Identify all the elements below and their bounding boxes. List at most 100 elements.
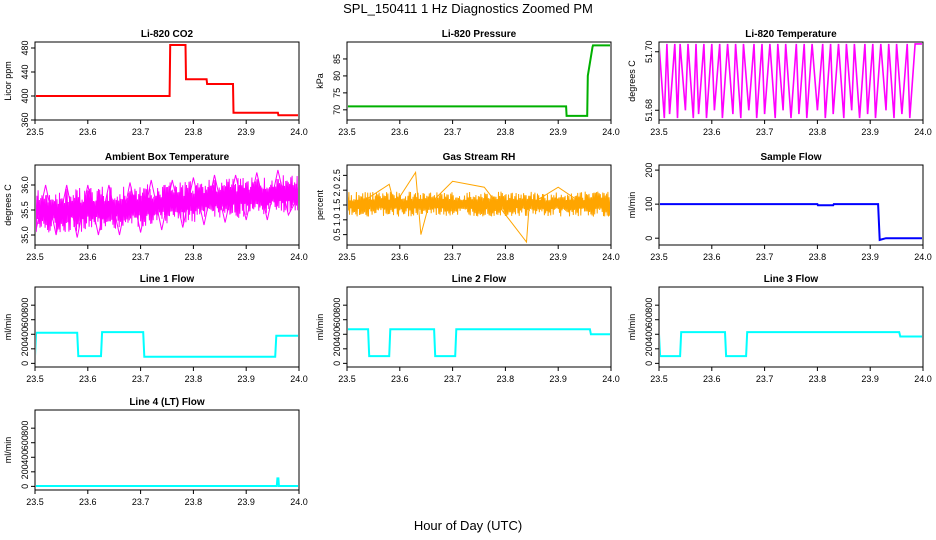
y-tick-label: 1.5 bbox=[332, 199, 342, 212]
series-group bbox=[348, 170, 610, 244]
x-tick-label: 23.5 bbox=[650, 252, 668, 262]
chart-title: Line 1 Flow bbox=[140, 274, 195, 285]
y-tick-label: 600 bbox=[20, 312, 30, 327]
series-group bbox=[660, 43, 922, 119]
x-tick-label: 23.5 bbox=[338, 374, 356, 384]
series-line bbox=[660, 203, 922, 242]
x-tick-label: 23.8 bbox=[497, 127, 515, 137]
y-tick-label: 2.0 bbox=[332, 184, 342, 197]
y-tick-label: 400 bbox=[20, 327, 30, 342]
y-tick-label: 600 bbox=[644, 312, 654, 327]
x-tick-label: 23.5 bbox=[26, 127, 44, 137]
series-group bbox=[348, 44, 610, 117]
y-tick-label: 0.5 bbox=[332, 228, 342, 241]
x-tick-label: 23.5 bbox=[26, 497, 44, 507]
y-tick-label: 480 bbox=[20, 40, 30, 55]
x-tick-label: 23.7 bbox=[132, 497, 150, 507]
y-tick-label: 200 bbox=[644, 341, 654, 356]
series-line bbox=[36, 331, 298, 358]
x-tick-label: 24.0 bbox=[602, 252, 620, 262]
plot-frame bbox=[658, 286, 924, 368]
chart-p9: Line 4 (LT) Flow 23.5 23.6 23.7 23.8 23.9 24.0… bbox=[3, 397, 308, 507]
chart-p1: Li-820 Pressure 23.5 23.6 23.7 23.8 23.9 24.0 7… bbox=[315, 29, 620, 137]
x-tick-label: 24.0 bbox=[290, 374, 308, 384]
series-group bbox=[36, 44, 298, 117]
y-tick-label: 0 bbox=[332, 361, 342, 366]
series-line bbox=[660, 43, 922, 119]
x-tick-label: 24.0 bbox=[914, 374, 932, 384]
x-tick-label: 23.5 bbox=[650, 374, 668, 384]
chart-title: Line 2 Flow bbox=[452, 274, 507, 285]
x-tick-label: 23.9 bbox=[237, 497, 255, 507]
chart-title: Gas Stream RH bbox=[443, 152, 516, 163]
x-tick-label: 23.9 bbox=[861, 127, 879, 137]
series-line bbox=[660, 331, 922, 358]
y-axis-label: ml/min bbox=[315, 314, 325, 341]
x-tick-label: 23.9 bbox=[237, 127, 255, 137]
y-tick-label: 800 bbox=[332, 298, 342, 313]
y-tick-label: 200 bbox=[332, 341, 342, 356]
series-line bbox=[36, 169, 298, 238]
x-tick-label: 23.8 bbox=[185, 497, 203, 507]
x-tick-label: 23.7 bbox=[444, 374, 462, 384]
y-tick-label: 2.5 bbox=[332, 169, 342, 182]
x-tick-label: 23.9 bbox=[549, 374, 567, 384]
x-tick-label: 23.6 bbox=[79, 127, 97, 137]
chart-title: Line 3 Flow bbox=[764, 274, 819, 285]
plot-frame bbox=[658, 164, 924, 246]
figure-x-axis-label: Hour of Day (UTC) bbox=[413, 518, 523, 533]
x-tick-label: 23.6 bbox=[391, 127, 409, 137]
y-tick-label: 35.5 bbox=[20, 201, 30, 219]
y-axis-label: ml/min bbox=[3, 437, 13, 464]
x-tick-label: 23.7 bbox=[132, 127, 150, 137]
x-tick-label: 23.6 bbox=[79, 252, 97, 262]
chart-title: Ambient Box Temperature bbox=[105, 152, 230, 163]
series-group bbox=[36, 477, 298, 487]
y-tick-label: 51.70 bbox=[644, 40, 654, 63]
y-tick-label: 400 bbox=[20, 88, 30, 103]
plot-frame bbox=[346, 41, 612, 121]
y-tick-label: 0 bbox=[644, 236, 654, 241]
y-tick-label: 600 bbox=[332, 312, 342, 327]
x-tick-label: 24.0 bbox=[290, 127, 308, 137]
chart-title: Li-820 Pressure bbox=[442, 29, 517, 40]
x-tick-label: 23.5 bbox=[26, 374, 44, 384]
series-group bbox=[660, 331, 922, 358]
y-tick-label: 80 bbox=[332, 71, 342, 81]
y-tick-label: 0 bbox=[20, 484, 30, 489]
chart-p0: Li-820 CO2 23.5 23.6 23.7 23.8 23.9 24.0 360 400… bbox=[3, 29, 308, 137]
plot-frame bbox=[34, 164, 300, 246]
y-tick-label: 0 bbox=[20, 361, 30, 366]
y-tick-label: 200 bbox=[20, 341, 30, 356]
chart-title: Li-820 Temperature bbox=[745, 29, 837, 40]
series-line bbox=[348, 44, 610, 117]
y-tick-label: 36.0 bbox=[20, 176, 30, 194]
series-group bbox=[348, 328, 610, 358]
x-tick-label: 24.0 bbox=[290, 497, 308, 507]
y-axis-label: kPa bbox=[315, 73, 325, 89]
x-tick-label: 24.0 bbox=[602, 127, 620, 137]
y-tick-label: 360 bbox=[20, 112, 30, 127]
plot-frame bbox=[658, 41, 924, 121]
chart-p4: Gas Stream RH 23.5 23.6 23.7 23.8 23.9 24.0 0.5… bbox=[315, 152, 620, 262]
series-group bbox=[36, 169, 298, 238]
x-tick-label: 23.9 bbox=[549, 127, 567, 137]
chart-p7: Line 2 Flow 23.5 23.6 23.7 23.8 23.9 24.0 0 2004… bbox=[315, 274, 620, 384]
plot-frame bbox=[34, 286, 300, 368]
chart-p5: Sample Flow 23.5 23.6 23.7 23.8 23.9 24.0 0 100 2… bbox=[627, 152, 932, 262]
x-tick-label: 23.6 bbox=[79, 374, 97, 384]
x-tick-label: 23.8 bbox=[497, 374, 515, 384]
y-tick-label: 1.0 bbox=[332, 214, 342, 227]
y-tick-label: 800 bbox=[20, 298, 30, 313]
x-tick-label: 23.9 bbox=[237, 374, 255, 384]
chart-title: Sample Flow bbox=[760, 152, 821, 163]
x-tick-label: 23.6 bbox=[79, 497, 97, 507]
series-line bbox=[348, 328, 610, 358]
x-tick-label: 23.9 bbox=[861, 374, 879, 384]
x-tick-label: 23.7 bbox=[444, 127, 462, 137]
x-tick-label: 23.8 bbox=[809, 374, 827, 384]
y-axis-label: ml/min bbox=[627, 314, 637, 341]
y-tick-label: 200 bbox=[644, 163, 654, 178]
y-axis-label: ml/min bbox=[3, 314, 13, 341]
